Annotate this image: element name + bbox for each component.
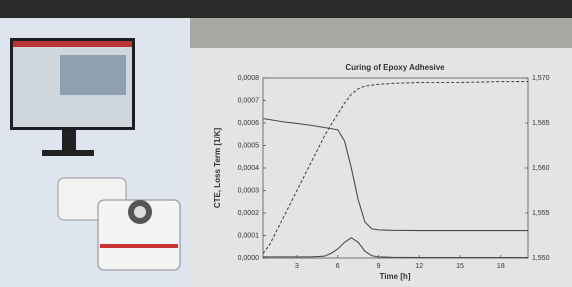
y-tick-label: 0,0008 (238, 75, 260, 82)
y2-tick-label: 1,565 (532, 120, 550, 127)
y-tick-label: 0,0000 (238, 255, 260, 262)
y-tick-label: 0,0007 (238, 97, 260, 104)
monitor-base (42, 150, 94, 156)
x-tick-label: 3 (295, 263, 299, 270)
x-tick-label: 9 (377, 263, 381, 270)
y2-tick-label: 1,560 (532, 165, 550, 172)
y2-tick-label: 1,570 (532, 75, 550, 82)
y-tick-label: 0,0001 (238, 232, 260, 239)
y2-tick-label: 1,550 (532, 255, 550, 262)
y-tick-label: 0,0006 (238, 120, 260, 127)
screen-plot (60, 55, 126, 95)
y-tick-label: 0,0005 (238, 142, 260, 149)
x-tick-label: 12 (415, 263, 423, 270)
x-axis-label: Time [h] (380, 272, 411, 281)
x-tick-label: 18 (497, 263, 505, 270)
monitor-stand (62, 130, 76, 150)
device-stripe (100, 244, 178, 248)
y2-tick-label: 1,555 (532, 210, 550, 217)
chart-title: Curing of Epoxy Adhesive (345, 63, 445, 72)
top-band (0, 0, 572, 18)
screen-bar (13, 41, 132, 47)
device-lid-center (134, 206, 146, 218)
x-tick-label: 15 (456, 263, 464, 270)
y-axis-label: CTE, Loss Term [1/K] (213, 128, 222, 209)
y-tick-label: 0,0004 (238, 165, 260, 172)
panel-header (190, 18, 572, 48)
x-tick-label: 6 (336, 263, 340, 270)
y-tick-label: 0,0003 (238, 187, 260, 194)
y-tick-label: 0,0002 (238, 210, 260, 217)
product-photo (0, 18, 190, 287)
screenshot: Curing of Epoxy Adhesive Time [h] CTE, L… (0, 0, 572, 287)
